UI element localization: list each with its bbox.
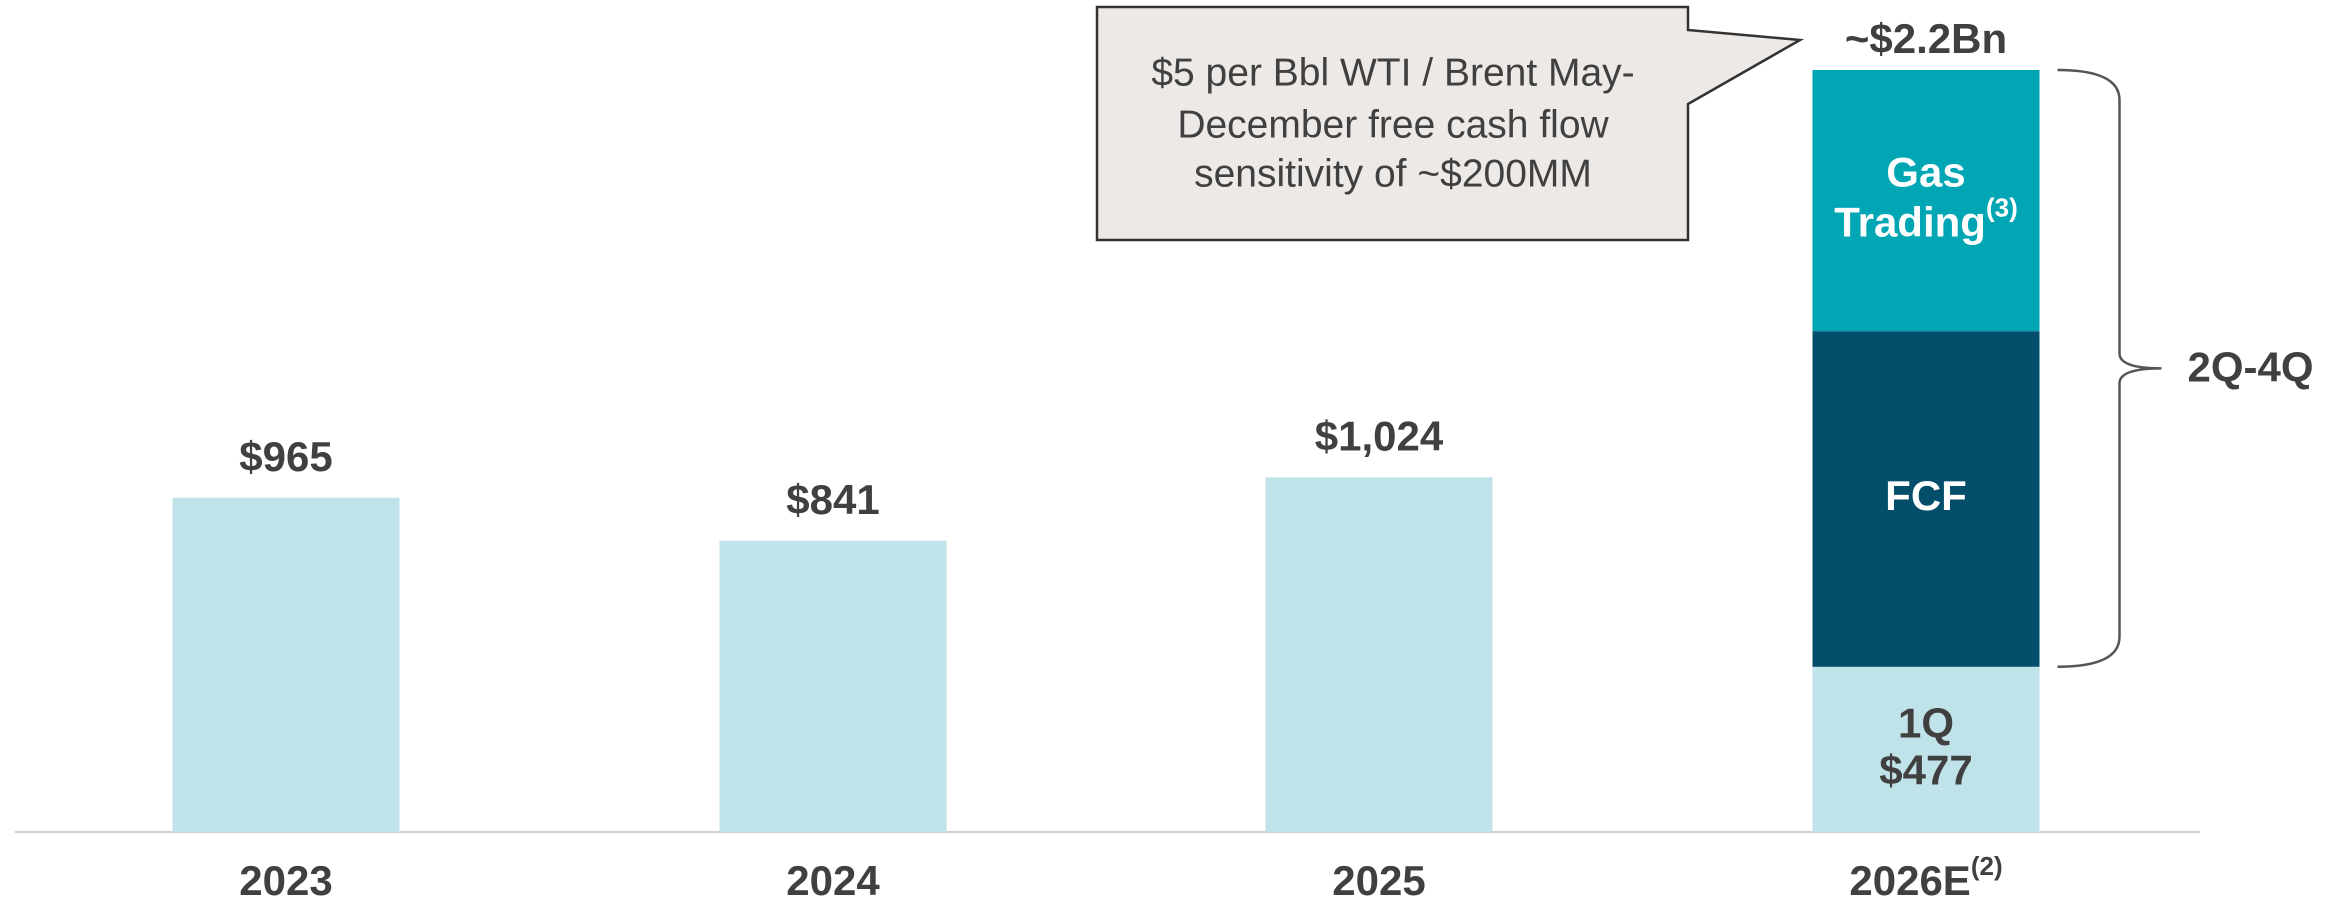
bar xyxy=(172,497,400,832)
callout-box xyxy=(1095,5,1805,242)
x-tick-label: 2023 xyxy=(239,857,332,901)
total-label: ~$2.2Bn xyxy=(1845,15,2007,62)
category: 2023 xyxy=(239,857,332,901)
callout-text: $5 per Bbl WTI / Brent May- xyxy=(1151,51,1634,94)
category: 2024 xyxy=(786,857,880,901)
value-label: $477 xyxy=(1879,746,1972,793)
segment-label: 1Q xyxy=(1898,699,1954,746)
callout-text: sensitivity of ~$200MM xyxy=(1194,152,1592,195)
segment-name-line: Trading xyxy=(1834,199,1986,246)
value-label: $1,024 xyxy=(1315,412,1444,459)
category: 2025 xyxy=(1332,857,1425,901)
bracket xyxy=(2057,68,2162,669)
footnote: (3) xyxy=(1986,192,2018,222)
x-tick-label: 2025 xyxy=(1332,857,1425,901)
x-tick-label: 2026E(2) xyxy=(1849,851,2002,901)
segment-label: Gas Trading(3) xyxy=(1834,149,2017,246)
bar-segment xyxy=(1812,70,2040,332)
value-label: $841 xyxy=(786,476,879,523)
callout-text: December free cash flow xyxy=(1177,103,1609,146)
segment-label: FCF xyxy=(1885,472,1967,519)
bar xyxy=(1812,666,2040,832)
bracket-label: 2Q-4Q xyxy=(2188,343,2314,390)
bar xyxy=(719,540,947,832)
bar xyxy=(1265,477,1493,832)
value-label: $965 xyxy=(239,433,332,480)
category: 2026E xyxy=(1849,857,1970,901)
x-tick-label: 2024 xyxy=(786,857,880,901)
bar-segment xyxy=(1812,331,2040,667)
footnote: (2) xyxy=(1971,851,2003,881)
segment-name: Gas xyxy=(1886,149,1965,196)
callout: $5 per Bbl WTI / Brent May- December fre… xyxy=(1095,5,1805,242)
